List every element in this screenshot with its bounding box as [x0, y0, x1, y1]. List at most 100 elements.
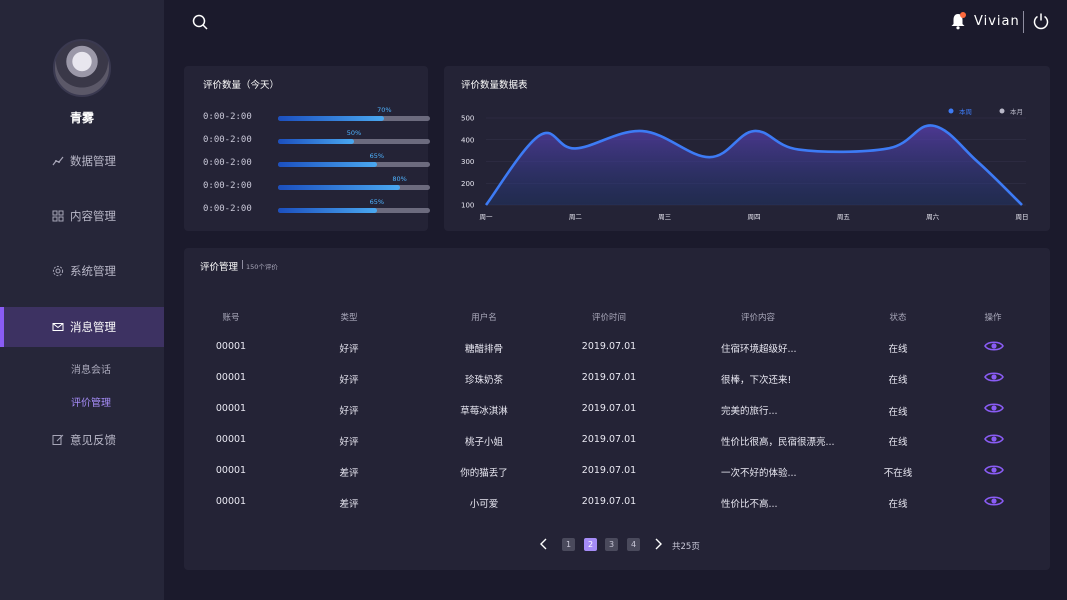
progress-fill — [278, 139, 354, 144]
table-cell: 性价比不高... — [721, 499, 778, 510]
top-username[interactable]: Vivian — [974, 14, 1020, 29]
table-cell: 2019.07.01 — [581, 403, 637, 414]
table-cell: 糖醋排骨 — [464, 344, 503, 355]
progress-row: 0:00-2:00 65% — [203, 198, 430, 216]
page-button[interactable]: 1 — [562, 538, 575, 551]
view-eye-icon[interactable] — [984, 464, 1004, 476]
review-chart-panel: 评价数量数据表 本周 本月 500 400 300 200 100 周一 周二 周三 周四 周五 周六 周… — [444, 66, 1050, 231]
top-bar: Vivian — [164, 0, 1067, 44]
view-eye-icon[interactable] — [984, 495, 1004, 507]
progress-bar: 65% — [278, 198, 430, 213]
progress-row: 0:00-2:00 50% — [203, 129, 430, 147]
avatar[interactable] — [53, 39, 111, 97]
table-cell: 00001 — [215, 465, 247, 476]
sidebar: 青雾 数据管理 内容管理 系统管理 消息管理 消息会话 评价管理 意见反馈 — [0, 0, 164, 600]
x-tick-label: 周五 — [837, 213, 851, 221]
table-cell: 好评 — [339, 406, 359, 417]
table-cell: 很棒，下次还来! — [721, 375, 792, 386]
table-header-cell: 类型 — [340, 313, 358, 323]
panel-title: 评价数量（今天） — [203, 80, 280, 91]
view-eye-icon[interactable] — [984, 340, 1004, 352]
table-subtitle: 150个评价 — [246, 263, 278, 271]
notification-dot — [960, 12, 966, 18]
area-chart: 本周 本月 500 400 300 200 100 周一 周二 周三 周四 周五 周六 周日 — [461, 107, 1029, 221]
table-header-cell: 评价时间 — [591, 313, 626, 323]
y-tick-label: 300 — [461, 158, 474, 166]
power-icon[interactable] — [1032, 12, 1050, 30]
progress-time-label: 0:00-2:00 — [203, 204, 252, 214]
progress-fill — [278, 116, 385, 121]
y-tick-label: 500 — [461, 115, 474, 123]
table-cell: 一次不好的体验... — [721, 468, 797, 479]
table-cell: 00001 — [215, 434, 247, 445]
table-cell: 2019.07.01 — [581, 465, 637, 476]
page-button[interactable]: 4 — [627, 538, 640, 551]
legend-label: 本月 — [1010, 107, 1023, 116]
mail-icon — [52, 321, 64, 333]
page-button[interactable]: 2 — [584, 538, 597, 551]
progress-row: 0:00-2:00 70% — [203, 106, 430, 124]
page-total: 共25页 — [672, 542, 700, 552]
table-cell: 在线 — [888, 407, 908, 418]
x-tick-label: 周二 — [569, 213, 583, 221]
progress-bar: 50% — [278, 129, 430, 144]
progress-percent: 50% — [346, 129, 362, 137]
next-page-arrow-icon[interactable] — [652, 536, 664, 552]
nav-item-label: 消息管理 — [70, 320, 116, 334]
progress-time-label: 0:00-2:00 — [203, 181, 252, 191]
nav-item-system[interactable]: 系统管理 — [0, 251, 164, 291]
y-tick-label: 400 — [461, 136, 474, 144]
page-button[interactable]: 3 — [605, 538, 618, 551]
table-cell: 好评 — [339, 437, 359, 448]
progress-row: 0:00-2:00 80% — [203, 175, 430, 193]
title-divider — [242, 260, 243, 269]
view-eye-icon[interactable] — [984, 433, 1004, 445]
gear-icon — [52, 265, 64, 277]
x-tick-label: 周日 — [1016, 213, 1029, 221]
series-area — [486, 125, 1022, 205]
table-header-cell: 状态 — [889, 313, 907, 323]
progress-time-label: 0:00-2:00 — [203, 135, 252, 145]
progress-bar: 70% — [278, 106, 430, 121]
sub-item-review-management[interactable]: 评价管理 — [71, 398, 111, 409]
legend-label: 本周 — [959, 107, 972, 116]
table-title: 评价管理 — [200, 262, 239, 273]
prev-page-arrow-icon[interactable] — [538, 536, 550, 552]
view-eye-icon[interactable] — [984, 371, 1004, 383]
progress-fill — [278, 208, 377, 213]
sub-item-message-session[interactable]: 消息会话 — [71, 365, 111, 376]
divider — [1023, 11, 1024, 33]
review-count-panel: 评价数量（今天） 0:00-2:00 70% 0:00-2:00 50% 0:00-2:… — [184, 66, 430, 231]
review-management-panel: 评价管理 150个评价 — [184, 248, 1050, 570]
table-cell: 草莓冰淇淋 — [460, 406, 508, 417]
table-cell: 00001 — [215, 496, 247, 507]
table-cell: 在线 — [888, 437, 908, 448]
x-tick-label: 周三 — [658, 213, 672, 221]
x-tick-label: 周六 — [926, 212, 940, 221]
nav-item-message[interactable]: 消息管理 — [0, 307, 164, 347]
table-cell: 2019.07.01 — [581, 341, 637, 352]
legend-marker — [999, 108, 1005, 114]
table-header-cell: 操作 — [984, 313, 1002, 323]
nav-item-feedback[interactable]: 意见反馈 — [0, 420, 164, 460]
table-cell: 00001 — [215, 341, 247, 352]
table-cell: 00001 — [215, 372, 247, 383]
progress-time-label: 0:00-2:00 — [203, 158, 252, 168]
table-cell: 好评 — [339, 344, 359, 355]
progress-row: 0:00-2:00 65% — [203, 152, 430, 170]
nav-item-data[interactable]: 数据管理 — [0, 141, 164, 181]
table-cell: 在线 — [888, 375, 908, 386]
table-cell: 你的猫丢了 — [460, 468, 508, 479]
x-tick-label: 周四 — [748, 213, 761, 221]
search-icon[interactable] — [192, 14, 208, 30]
progress-percent: 65% — [369, 198, 385, 206]
view-eye-icon[interactable] — [984, 402, 1004, 414]
series-line — [484, 124, 1023, 206]
table-cell: 不在线 — [883, 468, 913, 479]
table-cell: 桃子小姐 — [464, 437, 503, 448]
table-cell: 珍珠奶茶 — [464, 375, 503, 386]
sidebar-username: 青雾 — [69, 111, 94, 125]
table-cell: 在线 — [888, 499, 908, 510]
nav-item-content[interactable]: 内容管理 — [0, 196, 164, 236]
table-cell: 2019.07.01 — [581, 496, 637, 507]
